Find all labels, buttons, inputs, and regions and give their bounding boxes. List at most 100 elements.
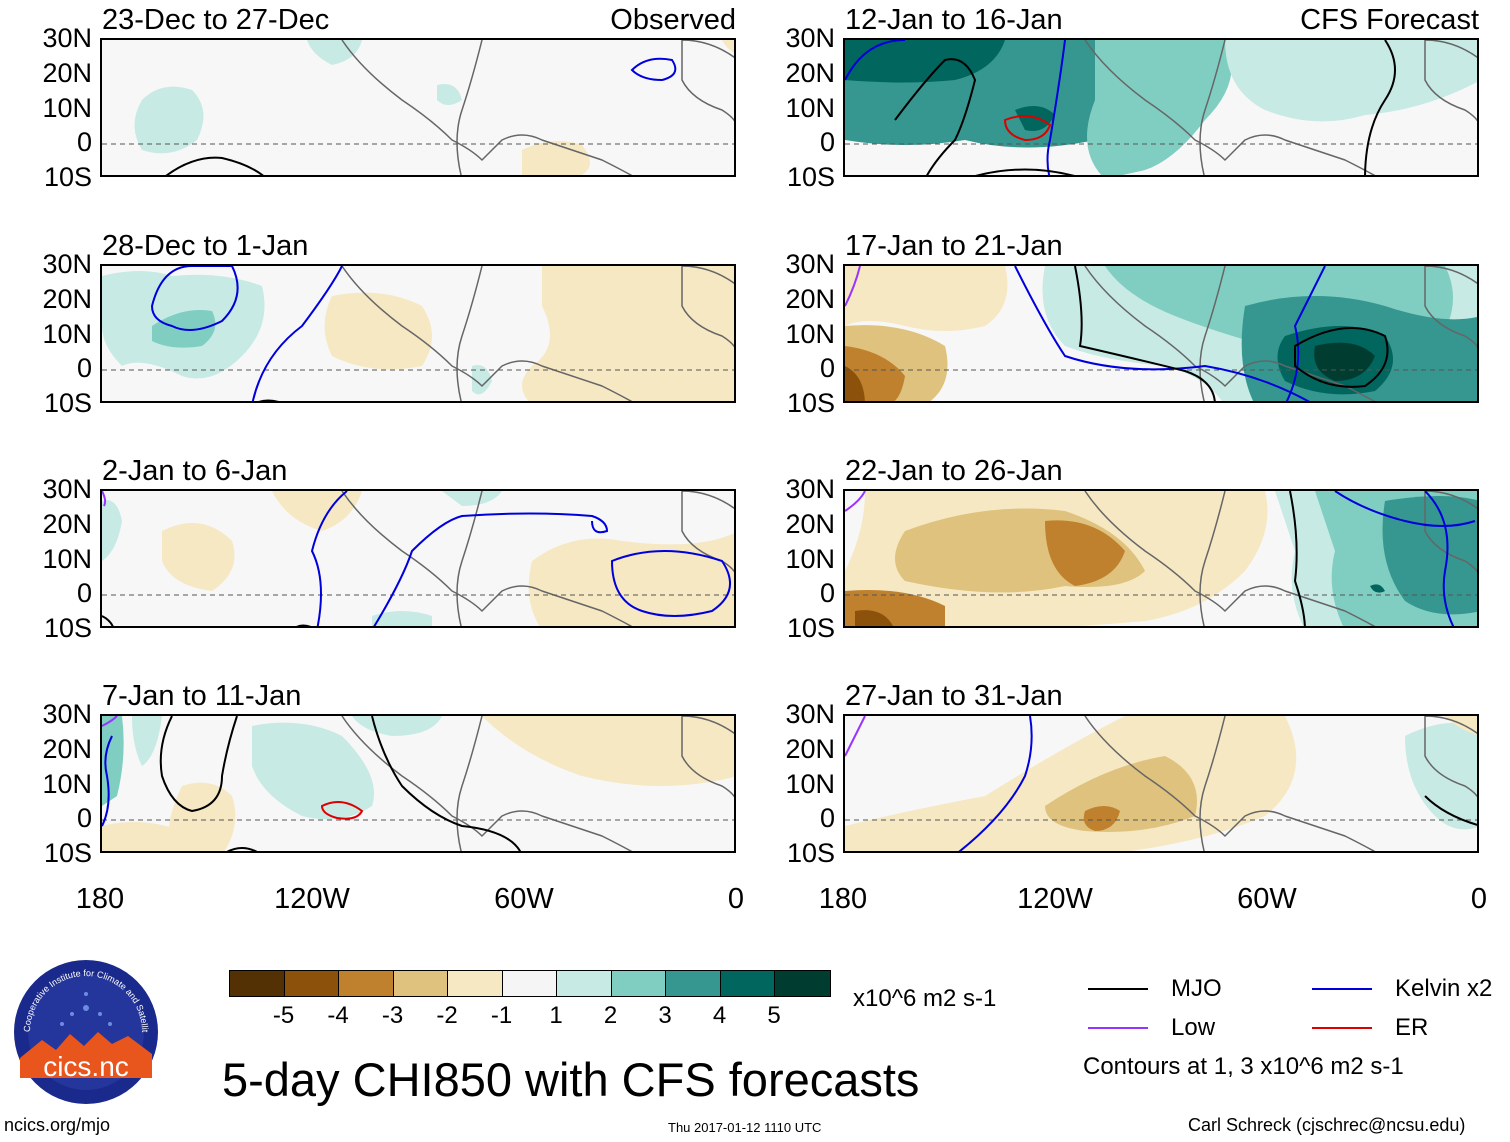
footer-url[interactable]: ncics.org/mjo (4, 1115, 111, 1135)
contour-line (310, 491, 348, 626)
coastline (456, 716, 483, 851)
x-tick-label: 180 (818, 883, 868, 915)
legend-label: Low (1171, 1014, 1216, 1041)
colorbar-swatch (448, 971, 503, 996)
map-plot (845, 266, 1477, 401)
contour-line (845, 716, 866, 757)
y-tick-label: 0 (76, 578, 92, 609)
contour-line (102, 491, 107, 507)
y-tick-label: 30N (42, 249, 92, 279)
y-tick-label: 10S (786, 613, 835, 643)
y-tick-label: 20N (42, 283, 92, 314)
colorbar-tick-label: -4 (327, 1002, 349, 1029)
shading-region (162, 523, 235, 591)
shading-region (528, 532, 734, 626)
colorbar-swatch (557, 971, 612, 996)
footer-timestamp: Thu 2017-01-12 1110 UTC (668, 1120, 822, 1135)
panel-title: 27-Jan to 31-Jan (845, 680, 1063, 712)
map-panel (843, 489, 1479, 628)
y-tick-label: 10S (43, 388, 92, 418)
panel-tag: Observed (610, 4, 736, 36)
coastline (681, 266, 734, 348)
y-tick-label: 0 (819, 803, 835, 834)
shading-region (855, 610, 893, 626)
contour-line (1285, 266, 1326, 401)
shading-region (1045, 520, 1125, 586)
colorbar-swatch (230, 971, 285, 996)
y-tick-label: 20N (785, 57, 835, 88)
contour-line (1046, 40, 1066, 175)
contour-line (1289, 491, 1306, 626)
panel-title: 28-Dec to 1-Jan (102, 230, 309, 262)
shading-region (324, 292, 432, 370)
colorbar-tick-label: -5 (272, 1002, 295, 1029)
footer-author: Carl Schreck (cjschrec@ncsu.edu) (1188, 1115, 1466, 1135)
shading-region (437, 84, 462, 105)
y-tick-label: 30N (785, 249, 835, 279)
colorbar-swatch (284, 971, 339, 996)
map-plot (102, 491, 734, 626)
shading-region (845, 266, 1008, 331)
legend-line (1312, 1027, 1372, 1029)
map-plot (845, 491, 1477, 626)
colorbar-swatch (775, 971, 830, 996)
contour-line (610, 550, 731, 617)
contour-line (296, 624, 311, 626)
panel-title: 7-Jan to 11-Jan (102, 680, 302, 712)
contour-line (845, 491, 866, 512)
map-panel (843, 714, 1479, 853)
contour-line (150, 266, 239, 331)
colorbar-tick-label: 1 (549, 1002, 563, 1029)
shading-region (102, 822, 182, 851)
y-tick-label: 10N (42, 92, 92, 123)
contour-line (845, 40, 906, 81)
logo-text: cics.nc (43, 1051, 129, 1082)
shading-region (132, 716, 162, 766)
contour-line (320, 801, 364, 820)
contour-line (373, 512, 609, 626)
legend-line (1312, 988, 1372, 990)
y-tick-label: 0 (76, 803, 92, 834)
shading-region (442, 491, 502, 506)
map-panel (843, 264, 1479, 403)
y-tick-label: 10N (785, 92, 835, 123)
colorbar-tick-label: 2 (603, 1002, 618, 1029)
y-tick-label: 20N (42, 57, 92, 88)
y-tick-label: 20N (42, 733, 92, 764)
coastline (1424, 40, 1477, 122)
panel-title: 2-Jan to 6-Jan (102, 455, 288, 487)
x-tick-label: 60W (1237, 883, 1297, 915)
shading-region (1225, 40, 1477, 122)
y-tick-label: 0 (76, 127, 92, 158)
contour-line (1074, 266, 1216, 401)
contour-line (102, 615, 114, 626)
coastline (341, 40, 633, 175)
contour-line (1334, 491, 1476, 527)
shading-region (845, 40, 1005, 83)
shading-region (1087, 40, 1232, 175)
colorbar-swatch (611, 971, 666, 996)
shading-region (472, 365, 492, 395)
coastline (1199, 716, 1226, 851)
contour-line (1424, 491, 1455, 626)
coastline (681, 40, 734, 122)
colorbar-tick-label: -3 (381, 1002, 404, 1029)
y-tick-label: 10N (785, 543, 835, 574)
colorbar-tick-label: -2 (436, 1002, 458, 1029)
map-panel (100, 489, 736, 628)
contour-line (251, 266, 343, 401)
coastline (1424, 266, 1477, 348)
y-tick-label: 30N (785, 699, 835, 729)
shading-region (722, 40, 734, 53)
cics-logo: Cooperative Institute for Climate and Sa… (12, 958, 158, 1104)
shading-region (522, 266, 734, 401)
contour-line (102, 716, 118, 727)
y-tick-label: 30N (785, 474, 835, 504)
y-tick-label: 0 (76, 353, 92, 384)
contour-line (975, 168, 1075, 175)
contour-line (1014, 266, 1310, 401)
y-tick-label: 10S (43, 838, 92, 868)
coastline (681, 716, 734, 798)
shading-region (168, 782, 236, 851)
map-panel (100, 264, 736, 403)
